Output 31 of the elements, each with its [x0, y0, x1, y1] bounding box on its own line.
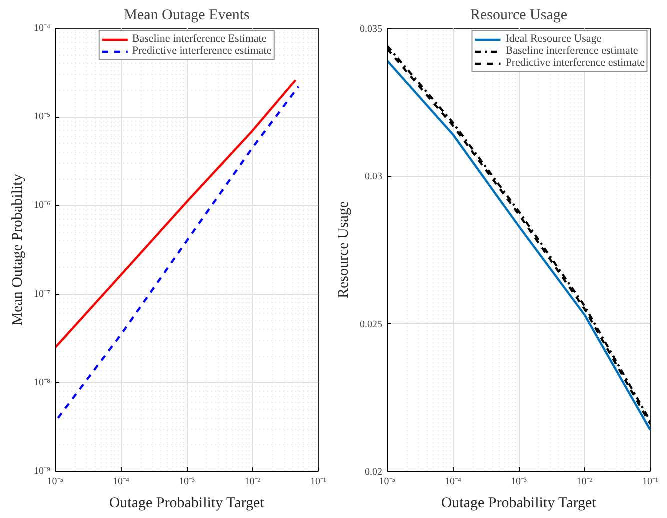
x-tick-label: 10⁻² — [244, 476, 261, 488]
legend-label: Predictive interference estimate — [132, 45, 272, 57]
y-tick-label: 10⁻⁵ — [34, 112, 51, 123]
x-tick-label: 10⁻³ — [511, 476, 527, 488]
x-tick-label: 10⁻¹ — [642, 476, 658, 488]
x-tick-label: 10⁻¹ — [310, 476, 326, 488]
y-tick-label: 0.035 — [360, 24, 382, 35]
y-tick-label: 10⁻⁷ — [34, 288, 52, 300]
x-axis-title: Outage Probability Target — [441, 496, 598, 512]
y-tick-label: 10⁻⁸ — [34, 377, 52, 388]
chart-title: Resource Usage — [470, 8, 568, 24]
y-tick-label: 10⁻⁹ — [34, 466, 52, 477]
y-tick-label: 10⁻⁴ — [34, 23, 52, 34]
x-tick-label: 10⁻⁵ — [47, 476, 64, 488]
legend-label: Predictive interference estimate — [506, 57, 645, 69]
legend-label: Ideal Resource Usage — [506, 33, 602, 45]
legend-label: Baseline interference estimate — [506, 45, 638, 57]
y-tick-label: 0.02 — [365, 467, 382, 478]
x-tick-label: 10⁻² — [576, 476, 593, 488]
y-axis-title: Mean Outage Probability — [10, 174, 26, 326]
x-tick-label: 10⁻⁴ — [113, 476, 130, 488]
x-tick-label: 10⁻³ — [179, 476, 195, 488]
legend-label: Baseline interference Estimate — [132, 33, 267, 45]
y-tick-label: 0.03 — [365, 172, 382, 183]
y-tick-label: 10⁻⁶ — [34, 200, 52, 212]
x-tick-label: 10⁻⁵ — [379, 476, 396, 488]
x-tick-label: 10⁻⁴ — [445, 476, 462, 488]
y-tick-label: 0.025 — [360, 319, 382, 330]
chart-title: Mean Outage Events — [124, 8, 250, 24]
y-axis-title: Resource Usage — [336, 201, 352, 299]
x-axis-title: Outage Probability Target — [109, 496, 266, 512]
